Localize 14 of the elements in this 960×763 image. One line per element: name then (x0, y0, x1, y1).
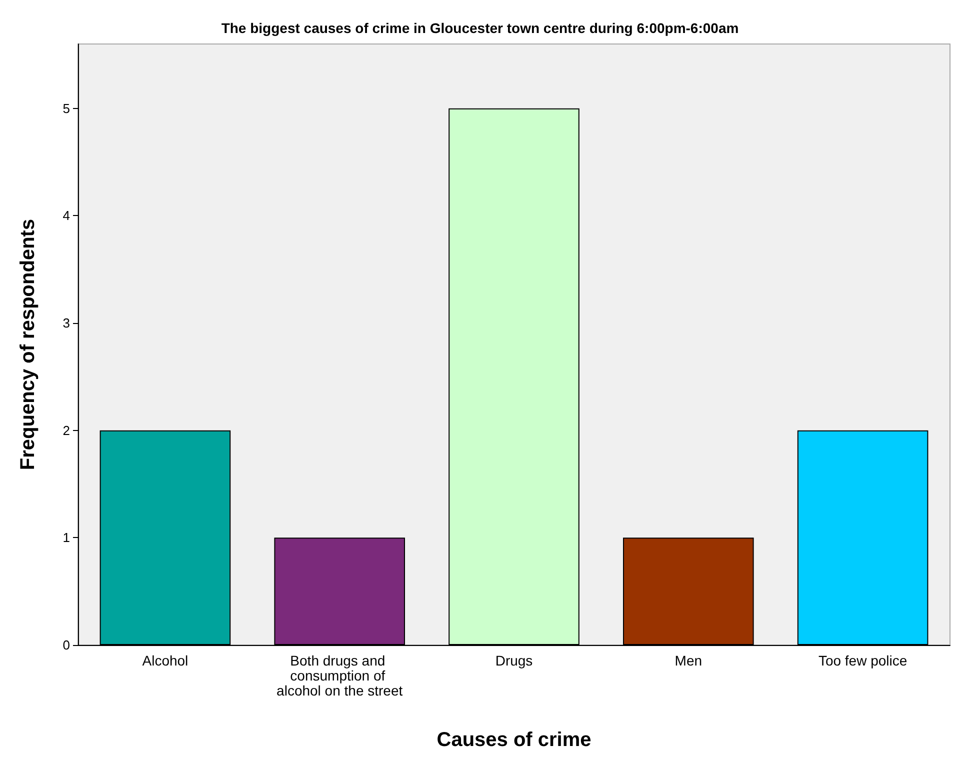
x-tick-label: Too few police (818, 652, 908, 668)
x-tick-label: Drugs (495, 652, 533, 668)
y-axis-title: Frequency of respondents (17, 218, 39, 470)
chart-title: The biggest causes of crime in Gloucester town centre during 6:00pm-6:00am (221, 20, 739, 36)
y-tick-label: 4 (62, 208, 70, 224)
y-tick-label: 1 (62, 530, 70, 546)
y-tick-label: 2 (62, 422, 70, 438)
y-tick-label: 3 (62, 316, 70, 331)
x-tick-label: Both drugs and consumption of alcohol on the street (276, 652, 403, 698)
x-tick-label: Alcohol (142, 652, 188, 668)
y-tick-label: 5 (62, 100, 70, 116)
y-tick-label: 0 (62, 638, 70, 652)
x-tick-label: Men (674, 652, 702, 668)
x-axis-title: Causes of crime (436, 729, 592, 751)
